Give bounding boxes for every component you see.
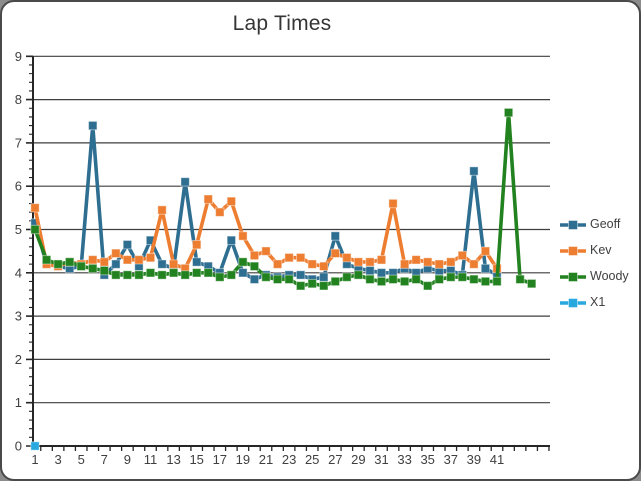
legend: Geoff Kev Woody X1	[558, 215, 629, 312]
svg-text:0: 0	[15, 439, 22, 454]
svg-text:9: 9	[15, 49, 22, 64]
svg-text:11: 11	[144, 452, 158, 467]
svg-text:27: 27	[328, 452, 342, 467]
svg-text:35: 35	[420, 452, 434, 467]
svg-text:3: 3	[15, 309, 22, 324]
svg-text:13: 13	[166, 452, 180, 467]
legend-item-kev: Kev	[558, 241, 629, 260]
svg-text:37: 37	[444, 452, 458, 467]
legend-label: X1	[590, 295, 606, 310]
svg-text:31: 31	[374, 452, 388, 467]
svg-text:7: 7	[101, 452, 108, 467]
svg-text:17: 17	[213, 452, 227, 467]
svg-text:5: 5	[15, 222, 22, 237]
legend-label: Woody	[590, 269, 629, 284]
svg-text:6: 6	[15, 179, 22, 194]
axes	[26, 55, 550, 451]
svg-text:15: 15	[189, 452, 203, 467]
svg-text:29: 29	[351, 452, 365, 467]
svg-text:21: 21	[259, 452, 273, 467]
svg-text:23: 23	[282, 452, 296, 467]
series-x1	[30, 441, 40, 451]
svg-text:4: 4	[15, 265, 22, 280]
legend-marker-kev-icon	[560, 245, 586, 256]
legend-item-x1: X1	[558, 293, 629, 312]
series-woody	[30, 107, 537, 291]
legend-marker-woody-icon	[560, 271, 586, 282]
legend-item-geoff: Geoff	[558, 215, 629, 234]
legend-label: Geoff	[590, 217, 621, 232]
svg-text:41: 41	[490, 452, 504, 467]
svg-text:2: 2	[15, 352, 22, 367]
svg-text:1: 1	[31, 452, 38, 467]
svg-text:9: 9	[124, 452, 131, 467]
svg-text:7: 7	[15, 135, 22, 150]
svg-text:1: 1	[15, 395, 22, 410]
svg-text:3: 3	[54, 452, 61, 467]
legend-item-woody: Woody	[558, 267, 629, 286]
legend-marker-geoff-icon	[560, 219, 586, 230]
svg-text:25: 25	[305, 452, 319, 467]
svg-text:39: 39	[467, 452, 481, 467]
legend-marker-x1-icon	[560, 297, 586, 308]
gridlines	[33, 55, 550, 404]
svg-text:5: 5	[78, 452, 85, 467]
svg-text:33: 33	[397, 452, 411, 467]
svg-text:8: 8	[15, 92, 22, 107]
legend-label: Kev	[590, 243, 612, 258]
chart-title: Lap Times	[232, 12, 332, 35]
series-kev	[30, 194, 502, 274]
svg-text:19: 19	[236, 452, 250, 467]
